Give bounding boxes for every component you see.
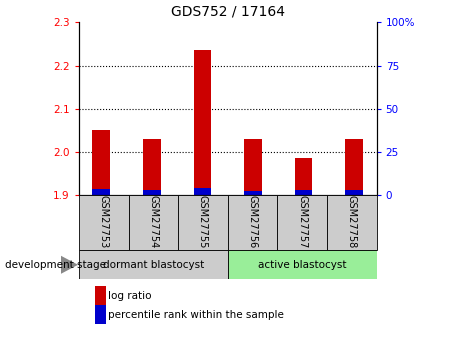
Text: GSM27757: GSM27757 [297, 195, 307, 248]
Text: GSM27754: GSM27754 [148, 195, 158, 248]
Bar [295, 158, 313, 190]
Text: dormant blastocyst: dormant blastocyst [103, 260, 204, 270]
Text: percentile rank within the sample: percentile rank within the sample [108, 310, 284, 320]
FancyBboxPatch shape [327, 195, 377, 250]
FancyBboxPatch shape [79, 195, 129, 250]
Text: GSM27755: GSM27755 [198, 195, 208, 248]
Bar [345, 190, 363, 195]
Bar [244, 139, 262, 191]
Text: GSM27756: GSM27756 [248, 195, 258, 248]
FancyBboxPatch shape [79, 250, 228, 279]
Text: GSM27758: GSM27758 [347, 195, 357, 248]
Bar [244, 191, 262, 195]
FancyBboxPatch shape [228, 250, 377, 279]
FancyBboxPatch shape [228, 195, 277, 250]
Bar [193, 188, 212, 195]
Bar [92, 130, 110, 189]
Bar [345, 139, 363, 190]
FancyBboxPatch shape [277, 195, 327, 250]
Bar [193, 50, 212, 188]
Bar [295, 190, 313, 195]
Bar [143, 139, 161, 190]
Text: log ratio: log ratio [108, 291, 152, 301]
Title: GDS752 / 17164: GDS752 / 17164 [171, 4, 285, 19]
Text: development stage: development stage [5, 260, 106, 270]
Text: active blastocyst: active blastocyst [258, 260, 346, 270]
FancyBboxPatch shape [178, 195, 228, 250]
Bar [143, 190, 161, 195]
Polygon shape [61, 256, 78, 274]
FancyBboxPatch shape [129, 195, 178, 250]
Bar [92, 189, 110, 195]
Text: GSM27753: GSM27753 [99, 195, 109, 248]
